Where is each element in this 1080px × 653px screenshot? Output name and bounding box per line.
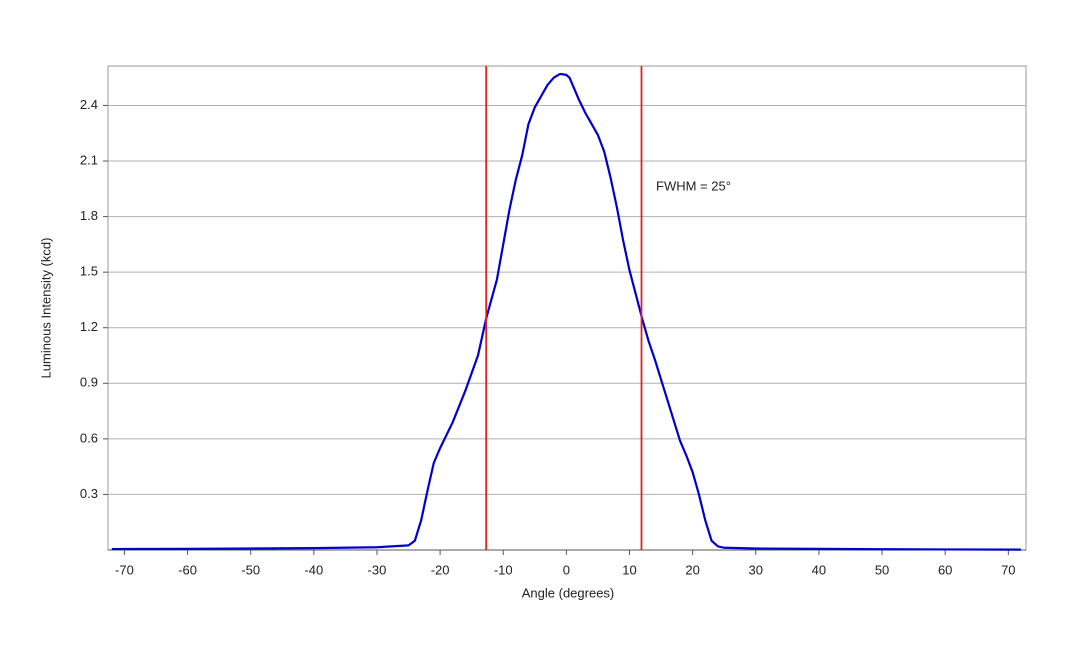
x-tick-label: 10 bbox=[622, 562, 636, 577]
x-tick-label: -40 bbox=[304, 562, 323, 577]
x-tick-label: 60 bbox=[938, 562, 952, 577]
plot-frame bbox=[107, 65, 1027, 551]
x-tick-label: 70 bbox=[1001, 562, 1015, 577]
x-tick-label: 30 bbox=[749, 562, 763, 577]
x-tick-label: -70 bbox=[115, 562, 134, 577]
x-tick-label: -10 bbox=[494, 562, 513, 577]
x-tick-label: 50 bbox=[875, 562, 889, 577]
y-axis-label: Luminous Intensity (kcd) bbox=[38, 238, 53, 379]
y-tick-label: 0.3 bbox=[80, 486, 98, 501]
y-tick-label: 1.5 bbox=[80, 264, 98, 279]
data-line bbox=[111, 72, 1021, 551]
x-tick-label: -50 bbox=[241, 562, 260, 577]
x-tick-label: 40 bbox=[812, 562, 826, 577]
y-tick-label: 1.8 bbox=[80, 208, 98, 223]
x-tick-label: 20 bbox=[685, 562, 699, 577]
x-tick-label: -30 bbox=[368, 562, 387, 577]
x-tick-label: 0 bbox=[563, 562, 570, 577]
y-tick-label: 2.1 bbox=[80, 152, 98, 167]
x-axis-label: Angle (degrees) bbox=[522, 585, 615, 600]
x-tick-label: -60 bbox=[178, 562, 197, 577]
y-tick-label: 1.2 bbox=[80, 319, 98, 334]
y-tick-label: 0.9 bbox=[80, 375, 98, 390]
x-tick-label: -20 bbox=[431, 562, 450, 577]
y-tick-label: 0.6 bbox=[80, 430, 98, 445]
annotation: FWHM = 25° bbox=[656, 178, 731, 193]
y-tick-label: 2.4 bbox=[80, 97, 98, 112]
